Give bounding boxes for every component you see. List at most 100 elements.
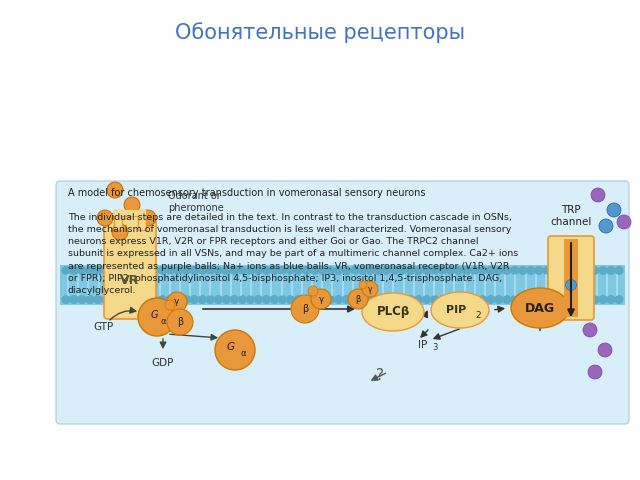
Text: G: G (227, 342, 235, 352)
Circle shape (167, 309, 193, 335)
Circle shape (358, 295, 367, 304)
Circle shape (125, 266, 134, 275)
Circle shape (222, 266, 231, 275)
Circle shape (308, 286, 318, 296)
Text: ?: ? (376, 368, 384, 383)
Circle shape (591, 188, 605, 202)
Circle shape (254, 266, 263, 275)
Circle shape (607, 295, 616, 304)
Text: GTP: GTP (93, 322, 113, 332)
Circle shape (254, 295, 263, 304)
Circle shape (109, 295, 118, 304)
Circle shape (166, 266, 175, 275)
Circle shape (478, 266, 487, 275)
Circle shape (406, 266, 415, 275)
Circle shape (118, 295, 127, 304)
Circle shape (566, 295, 575, 304)
Circle shape (112, 224, 128, 240)
Circle shape (165, 300, 175, 310)
Circle shape (422, 295, 431, 304)
Circle shape (350, 266, 359, 275)
Circle shape (214, 266, 223, 275)
Circle shape (286, 295, 295, 304)
Circle shape (182, 295, 191, 304)
Text: TRP
channel: TRP channel (550, 205, 592, 227)
Circle shape (342, 295, 351, 304)
Circle shape (430, 295, 439, 304)
Circle shape (526, 295, 535, 304)
Circle shape (598, 266, 607, 275)
Circle shape (222, 295, 231, 304)
Circle shape (134, 295, 143, 304)
Bar (114, 210, 146, 216)
Circle shape (150, 295, 159, 304)
Text: A model for chemosensory transduction in vomeronasal sensory neurons: A model for chemosensory transduction in… (68, 188, 426, 198)
Circle shape (124, 197, 140, 213)
Circle shape (591, 295, 600, 304)
Circle shape (311, 289, 331, 309)
Circle shape (246, 266, 255, 275)
Circle shape (61, 295, 70, 304)
Text: VR: VR (120, 274, 140, 287)
Circle shape (238, 266, 247, 275)
Circle shape (470, 266, 479, 275)
FancyBboxPatch shape (548, 236, 594, 320)
Ellipse shape (362, 293, 424, 331)
Circle shape (350, 295, 359, 304)
Circle shape (534, 266, 543, 275)
Circle shape (430, 266, 439, 275)
Circle shape (270, 266, 279, 275)
Circle shape (214, 295, 223, 304)
Text: 3: 3 (432, 343, 437, 352)
Circle shape (510, 295, 519, 304)
Text: PLCβ: PLCβ (376, 305, 410, 319)
Circle shape (150, 266, 159, 275)
Circle shape (550, 295, 559, 304)
Text: GDP: GDP (152, 358, 174, 368)
FancyBboxPatch shape (104, 216, 156, 319)
Circle shape (326, 266, 335, 275)
Circle shape (294, 266, 303, 275)
Text: α: α (240, 349, 246, 359)
Circle shape (588, 365, 602, 379)
Circle shape (141, 295, 150, 304)
Circle shape (614, 295, 623, 304)
Circle shape (614, 266, 623, 275)
Circle shape (598, 295, 607, 304)
Circle shape (486, 266, 495, 275)
Circle shape (550, 266, 559, 275)
Circle shape (97, 210, 113, 226)
Circle shape (198, 295, 207, 304)
Circle shape (118, 266, 127, 275)
Circle shape (167, 292, 187, 312)
Circle shape (318, 295, 327, 304)
Circle shape (246, 295, 255, 304)
Circle shape (77, 295, 86, 304)
Bar (564, 239, 578, 317)
Circle shape (494, 266, 503, 275)
Circle shape (366, 266, 375, 275)
Circle shape (70, 266, 79, 275)
Circle shape (486, 295, 495, 304)
Circle shape (390, 295, 399, 304)
Circle shape (422, 266, 431, 275)
Text: G: G (150, 310, 157, 320)
Text: The individual steps are detailed in the text. In contrast to the transduction c: The individual steps are detailed in the… (68, 213, 518, 295)
Circle shape (575, 295, 584, 304)
Circle shape (494, 295, 503, 304)
Circle shape (86, 266, 95, 275)
Circle shape (582, 295, 591, 304)
Circle shape (582, 266, 591, 275)
Text: Обонятельные рецепторы: Обонятельные рецепторы (175, 22, 465, 43)
Circle shape (189, 295, 199, 304)
Circle shape (382, 266, 391, 275)
Circle shape (446, 266, 455, 275)
Circle shape (414, 295, 423, 304)
Circle shape (102, 295, 111, 304)
Circle shape (414, 266, 423, 275)
Circle shape (406, 295, 415, 304)
Circle shape (286, 266, 295, 275)
Circle shape (302, 295, 311, 304)
Circle shape (238, 295, 247, 304)
Circle shape (362, 281, 378, 297)
